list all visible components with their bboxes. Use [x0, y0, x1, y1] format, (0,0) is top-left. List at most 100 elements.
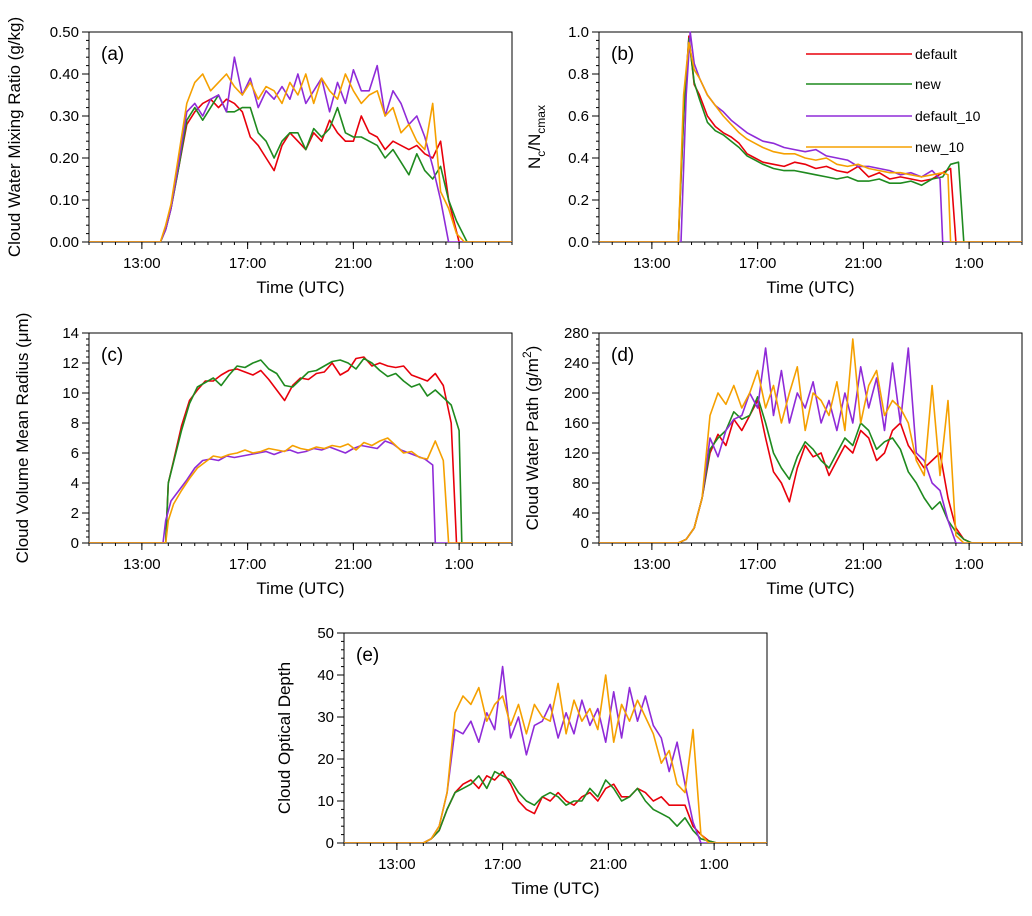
series-line-new: [599, 37, 1022, 242]
panel-e: 0 10 20 30 40 50 13:00 17:00 21:00 1:00 Time (UTC)…: [275, 625, 768, 898]
series-line-new-10: [344, 674, 767, 843]
y-axis-label: Nc/Ncmax: [525, 105, 548, 169]
panel-letter: (a): [101, 44, 124, 65]
legend-label: default: [915, 46, 957, 62]
x-tick-label: 13:00: [633, 556, 671, 573]
series-line-new: [89, 357, 512, 543]
series-line-new-10: [89, 73, 512, 242]
y-tick-label: 0: [326, 835, 334, 852]
y-axis-label: Cloud Water Mixing Ratio (g/kg): [5, 17, 24, 257]
panel-letter: (d): [611, 345, 634, 366]
y-tick-label: 280: [564, 325, 589, 342]
y-tick-label: 200: [564, 385, 589, 402]
y-tick-label: 0.20: [50, 150, 79, 167]
y-tick-label: 0: [581, 535, 589, 552]
y-tick-label: 240: [564, 355, 589, 372]
y-tick-label: 1.0: [568, 24, 589, 41]
series-line-default-10: [344, 665, 767, 843]
panel-c: 0 2 4 6 8 10 12 14 13:00 17:00 21:00 1:00 Time (UTC)…: [13, 313, 513, 598]
series-group: [89, 56, 512, 242]
x-tick-label: 21:00: [590, 856, 628, 873]
y-tick-label: 10: [317, 793, 334, 810]
panel-a: 0.00 0.10 0.20 0.30 0.40 0.50 13:00 17:00 21:00 1…: [5, 17, 513, 297]
x-tick-label: 17:00: [229, 556, 267, 573]
x-axis-label: Time (UTC): [766, 579, 854, 598]
panel-letter: (c): [101, 345, 123, 366]
y-tick-label: 80: [572, 475, 589, 492]
series-line-new: [599, 395, 1022, 543]
x-tick-label: 21:00: [845, 556, 883, 573]
series-line-new-10: [599, 41, 1022, 242]
x-axis-label: Time (UTC): [256, 579, 344, 598]
y-tick-label: 50: [317, 625, 334, 642]
series-line-default: [599, 35, 1022, 242]
y-tick-label: 2: [71, 505, 79, 522]
series-line-new: [89, 94, 512, 242]
x-axis-label: Time (UTC): [256, 278, 344, 297]
y-tick-label: 10: [62, 385, 79, 402]
x-tick-label: 21:00: [335, 556, 373, 573]
y-tick-label: 14: [62, 325, 79, 342]
x-tick-label: 13:00: [123, 556, 161, 573]
x-tick-label: 13:00: [123, 255, 161, 272]
y-tick-label: 12: [62, 355, 79, 372]
legend-label: default_10: [915, 108, 981, 124]
panel-letter: (b): [611, 44, 634, 65]
y-label-part: /N: [525, 134, 544, 151]
y-tick-label: 30: [317, 709, 334, 726]
series-line-default: [89, 356, 512, 543]
y-label-subscript: c: [534, 151, 548, 157]
series-group: [599, 338, 1022, 543]
x-axis-label: Time (UTC): [766, 278, 854, 297]
series-line-default: [89, 98, 512, 242]
plot-frame: [598, 31, 1023, 243]
legend-label: new_10: [915, 139, 964, 155]
x-tick-label: 17:00: [229, 255, 267, 272]
series-line-default-10: [599, 347, 1022, 543]
y-tick-label: 0.30: [50, 108, 79, 125]
y-tick-label: 0.50: [50, 24, 79, 41]
x-tick-label: 1:00: [445, 255, 474, 272]
y-tick-label: 0.4: [568, 150, 589, 167]
y-tick-label: 40: [317, 667, 334, 684]
y-label-part: N: [525, 157, 544, 169]
series-line-default-10: [89, 440, 512, 543]
x-tick-label: 1:00: [955, 255, 984, 272]
y-label-subscript: cmax: [534, 105, 548, 134]
y-label-part: Cloud Volume Mean Radius (μm): [13, 313, 32, 564]
y-tick-label: 160: [564, 415, 589, 432]
legend-label: new: [915, 76, 942, 92]
x-tick-label: 21:00: [845, 255, 883, 272]
y-axis-label: Cloud Optical Depth: [275, 662, 294, 814]
x-tick-label: 17:00: [739, 556, 777, 573]
panel-letter: (e): [356, 645, 379, 666]
y-tick-label: 0.8: [568, 66, 589, 83]
series-line-default: [599, 399, 1022, 543]
y-tick-label: 6: [71, 445, 79, 462]
y-tick-label: 4: [71, 475, 79, 492]
y-axis-label: Cloud Volume Mean Radius (μm): [13, 313, 32, 564]
y-label-part: Cloud Optical Depth: [275, 662, 294, 814]
y-tick-label: 8: [71, 415, 79, 432]
y-tick-label: 0.2: [568, 192, 589, 209]
y-tick-label: 120: [564, 445, 589, 462]
series-line-default-10: [89, 56, 512, 242]
y-tick-label: 40: [572, 505, 589, 522]
panel-d: 0 40 80 120 160 200 240 280 13:00 17:00 21:00 1:00 T…: [520, 325, 1023, 598]
y-tick-label: 20: [317, 751, 334, 768]
x-tick-label: 21:00: [335, 255, 373, 272]
x-tick-label: 1:00: [445, 556, 474, 573]
y-tick-label: 0.6: [568, 108, 589, 125]
y-tick-label: 0.40: [50, 66, 79, 83]
y-tick-label: 0.10: [50, 192, 79, 209]
x-tick-label: 1:00: [955, 556, 984, 573]
x-tick-label: 13:00: [378, 856, 416, 873]
x-tick-label: 17:00: [484, 856, 522, 873]
series-line-new: [344, 770, 767, 843]
y-tick-label: 0.0: [568, 234, 589, 251]
x-axis-label: Time (UTC): [511, 879, 599, 898]
series-line-new-10: [89, 437, 512, 543]
plot-frame: [598, 332, 1023, 544]
panel-b: 0.0 0.2 0.4 0.6 0.8 1.0 13:00 17:00 21:00 1:00 Tim…: [525, 24, 1023, 297]
